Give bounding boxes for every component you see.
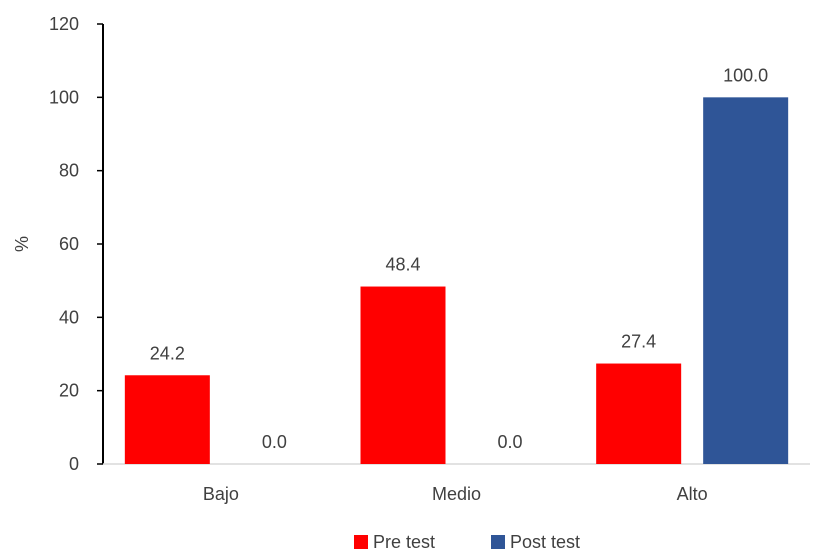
- y-tick-label: 0: [69, 454, 79, 474]
- data-label: 27.4: [621, 332, 656, 352]
- data-labels: 24.2 0.0 48.4 0.0 27.4 100.0: [150, 65, 768, 452]
- data-label: 48.4: [385, 255, 420, 275]
- legend-swatch: [354, 535, 368, 549]
- bar: [360, 286, 446, 464]
- y-tick-label: 120: [49, 14, 79, 34]
- y-tick-label: 20: [59, 381, 79, 401]
- data-label: 0.0: [497, 432, 522, 452]
- y-axis: 0 20 40 60 80 100 120: [49, 14, 104, 474]
- legend-label: Post test: [510, 532, 580, 552]
- y-axis-label: %: [12, 236, 32, 252]
- y-tick-label: 40: [59, 307, 79, 327]
- bar: [703, 97, 789, 464]
- x-tick-label: Bajo: [203, 484, 239, 504]
- data-label: 0.0: [262, 432, 287, 452]
- legend-swatch: [491, 535, 505, 549]
- y-tick-label: 100: [49, 87, 79, 107]
- bar: [596, 363, 682, 464]
- y-tick-label: 80: [59, 161, 79, 181]
- x-tick-label: Medio: [432, 484, 481, 504]
- legend-label: Pre test: [373, 532, 435, 552]
- bars: [124, 97, 789, 464]
- y-tick-label: 60: [59, 234, 79, 254]
- x-tick-label: Alto: [677, 484, 708, 504]
- legend: Pre test Post test: [354, 532, 580, 552]
- x-axis: Bajo Medio Alto: [103, 463, 810, 504]
- data-label: 100.0: [723, 65, 768, 85]
- data-label: 24.2: [150, 343, 185, 363]
- bar: [124, 375, 210, 464]
